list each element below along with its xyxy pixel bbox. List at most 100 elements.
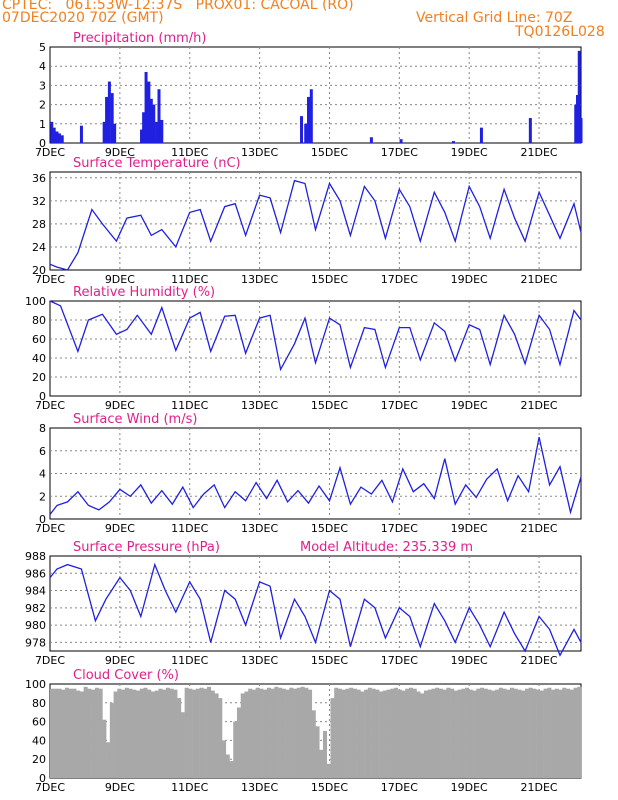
x-tick-label: 11DEC	[171, 781, 208, 794]
precip-bar	[152, 104, 156, 143]
cloud-bar	[498, 687, 503, 778]
cloud-bar	[150, 691, 156, 778]
series-line	[49, 179, 582, 271]
y-tick-label: 988	[25, 550, 46, 563]
x-tick-label: 17DEC	[381, 399, 418, 412]
y-tick-label: 20	[32, 371, 46, 384]
x-tick-label: 19DEC	[451, 399, 488, 412]
y-tick-label: 20	[32, 264, 46, 277]
cloud-bar	[442, 689, 447, 778]
cloud-bar	[539, 690, 544, 778]
cloud-bar	[345, 688, 350, 778]
precip-bar	[157, 89, 161, 143]
cloud-bar	[513, 688, 518, 778]
series-line	[49, 436, 582, 515]
cloud-bar	[405, 688, 410, 778]
cloud-bar	[222, 740, 227, 778]
x-tick-label: 15DEC	[311, 781, 348, 794]
y-tick-label: 100	[25, 678, 46, 691]
panel-3: 7DEC 9DEC 11DEC 13DEC 15DEC 17DEC 19DEC 21DEC 0 2…	[35, 412, 582, 535]
x-tick-label: 13DEC	[241, 146, 278, 159]
cloud-bar	[64, 687, 69, 778]
cloud-bar	[132, 689, 137, 778]
y-tick-label: 1	[39, 118, 46, 131]
cloud-bar	[203, 688, 208, 778]
cloud-bar	[278, 687, 283, 778]
x-tick-label: 9DEC	[105, 273, 135, 286]
cloud-bar	[573, 687, 578, 778]
cloud-bar	[61, 689, 66, 778]
y-tick-label: 4	[39, 468, 46, 481]
cloud-bar	[558, 689, 563, 778]
precip-bar	[107, 81, 111, 143]
y-tick-label: 40	[32, 352, 46, 365]
cloud-bar	[468, 689, 473, 778]
series-line	[49, 300, 582, 372]
precip-bar	[309, 89, 313, 143]
cloud-bar	[431, 688, 436, 778]
x-tick-label: 15DEC	[311, 522, 348, 535]
y-tick-label: 80	[32, 697, 46, 710]
cloud-bar	[491, 690, 496, 778]
x-tick-label: 15DEC	[311, 399, 348, 412]
cloud-bar	[450, 688, 455, 778]
cloud-bar	[162, 689, 167, 778]
x-tick-label: 17DEC	[381, 654, 418, 667]
cloud-bar	[394, 687, 399, 778]
cloud-bar	[446, 687, 451, 778]
precip-bar	[577, 50, 581, 144]
cloud-bar	[330, 698, 335, 778]
cloud-bar	[308, 689, 313, 778]
precip-bar	[105, 96, 109, 143]
precip-bar	[57, 133, 61, 143]
cloud-bar	[487, 689, 492, 778]
cloud-bar	[296, 687, 301, 778]
x-tick-label: 13DEC	[241, 781, 278, 794]
cloud-bar	[233, 721, 238, 778]
cloud-bar	[136, 690, 141, 778]
cloud-bar	[199, 687, 204, 778]
cloud-bar	[128, 688, 133, 778]
x-tick-label: 19DEC	[451, 781, 488, 794]
cloud-bar	[102, 719, 107, 778]
y-tick-label: 100	[25, 295, 46, 308]
precip-bar	[110, 93, 114, 143]
precip-bar	[142, 112, 146, 143]
cloud-bar	[210, 690, 215, 778]
y-tick-label: 24	[32, 241, 46, 254]
panel-1: 7DEC 9DEC 11DEC 13DEC 15DEC 17DEC 19DEC 21DEC 20…	[32, 156, 582, 286]
x-tick-label: 11DEC	[171, 654, 208, 667]
x-tick-label: 7DEC	[35, 146, 65, 159]
cloud-bar	[322, 731, 328, 778]
x-tick-label: 21DEC	[521, 654, 558, 667]
x-tick-label: 9DEC	[105, 146, 135, 159]
y-tick-label: 4	[39, 60, 46, 73]
header-date: 07DEC2020 70Z (GMT)	[2, 10, 164, 26]
y-tick-label: 80	[32, 314, 46, 327]
cloud-bar	[192, 689, 197, 778]
cloud-bar	[173, 689, 178, 778]
cloud-bar	[528, 687, 533, 778]
panel-title: Surface Pressure (hPa)	[73, 540, 220, 555]
y-tick-label: 984	[25, 585, 46, 598]
x-tick-label: 7DEC	[35, 399, 65, 412]
x-tick-label: 17DEC	[381, 781, 418, 794]
cloud-bar	[360, 691, 365, 778]
x-tick-label: 7DEC	[35, 273, 65, 286]
cloud-bar	[562, 687, 567, 778]
cloud-bar	[289, 687, 294, 778]
precip-bar	[144, 71, 148, 143]
cloud-bar	[218, 698, 223, 778]
x-tick-label: 13DEC	[241, 273, 278, 286]
y-tick-label: 0	[39, 772, 46, 785]
precip-bar	[451, 141, 455, 143]
y-tick-label: 0	[39, 513, 46, 526]
cloud-bar	[423, 690, 428, 778]
cloud-bar	[109, 702, 114, 778]
x-tick-label: 7DEC	[35, 781, 65, 794]
x-tick-label: 19DEC	[451, 654, 488, 667]
cloud-bar	[184, 687, 189, 778]
panel-frame	[49, 171, 582, 271]
precip-bar	[369, 137, 373, 143]
cloud-bar	[240, 693, 245, 778]
